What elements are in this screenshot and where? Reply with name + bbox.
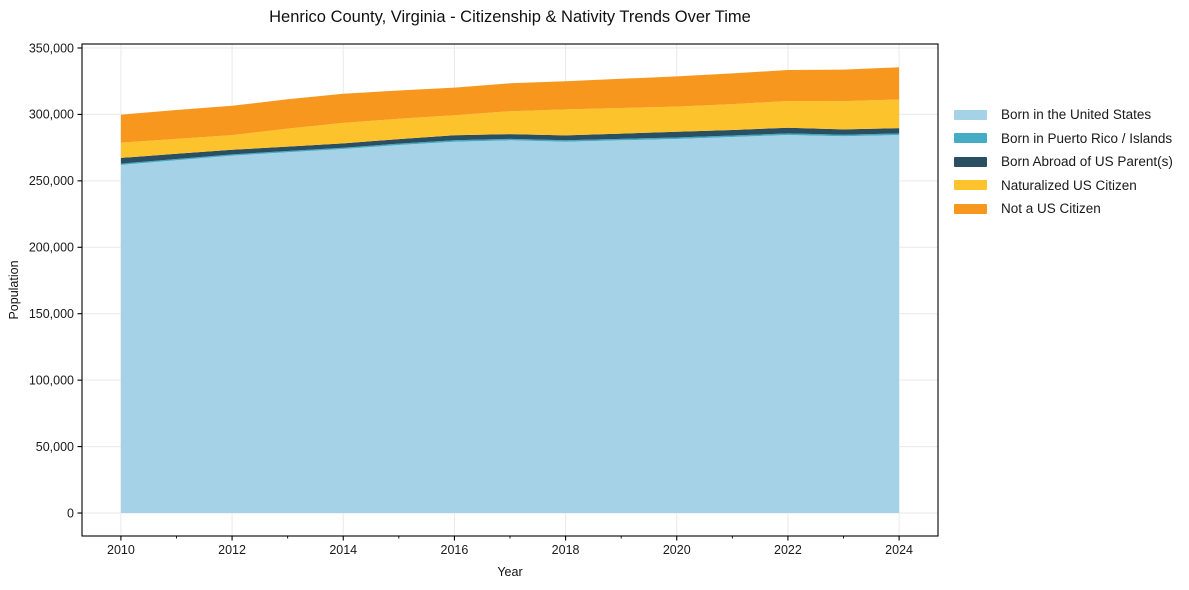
- legend-swatch-1: [954, 133, 987, 144]
- x-tick-label: 2016: [441, 543, 469, 557]
- y-tick-label: 250,000: [29, 174, 74, 188]
- y-tick-label: 100,000: [29, 373, 74, 387]
- y-axis-label: Population: [7, 260, 21, 320]
- legend-item: Naturalized US Citizen: [954, 174, 1173, 198]
- x-tick-label: 2020: [663, 543, 691, 557]
- y-tick-label: 300,000: [29, 108, 74, 122]
- chart-title: Henrico County, Virginia - Citizenship &…: [269, 8, 751, 26]
- x-tick-label: 2012: [218, 543, 246, 557]
- x-tick-label: 2022: [774, 543, 802, 557]
- legend-label: Naturalized US Citizen: [1001, 177, 1137, 193]
- area-series-0: [120, 135, 900, 513]
- legend-swatch-3: [954, 180, 987, 191]
- legend: Born in the United States Born in Puerto …: [954, 103, 1173, 221]
- y-tick-label: 50,000: [36, 440, 74, 454]
- y-tick-label: 150,000: [29, 307, 74, 321]
- x-tick-label: 2024: [885, 543, 913, 557]
- legend-item: Not a US Citizen: [954, 197, 1173, 221]
- legend-label: Not a US Citizen: [1001, 201, 1101, 217]
- legend-swatch-0: [954, 109, 987, 120]
- y-tick-label: 350,000: [29, 41, 74, 55]
- area-series-2: [120, 127, 900, 164]
- x-tick-label: 2018: [552, 543, 580, 557]
- area-series-4: [120, 67, 900, 143]
- legend-label: Born in the United States: [1001, 107, 1152, 123]
- y-tick-label: 0: [67, 506, 74, 520]
- y-tick-label: 200,000: [29, 241, 74, 255]
- legend-item: Born Abroad of US Parent(s): [954, 150, 1173, 174]
- legend-item: Born in the United States: [954, 103, 1173, 127]
- area-series-3: [120, 99, 900, 158]
- x-tick-label: 2014: [329, 543, 357, 557]
- x-axis-label: Year: [497, 565, 523, 579]
- legend-label: Born in Puerto Rico / Islands: [1001, 130, 1173, 146]
- legend-label: Born Abroad of US Parent(s): [1001, 154, 1173, 170]
- legend-item: Born in Puerto Rico / Islands: [954, 127, 1173, 151]
- area-series-1: [120, 133, 900, 165]
- legend-swatch-2: [954, 156, 987, 167]
- x-tick-label: 2010: [107, 543, 135, 557]
- legend-swatch-4: [954, 203, 987, 214]
